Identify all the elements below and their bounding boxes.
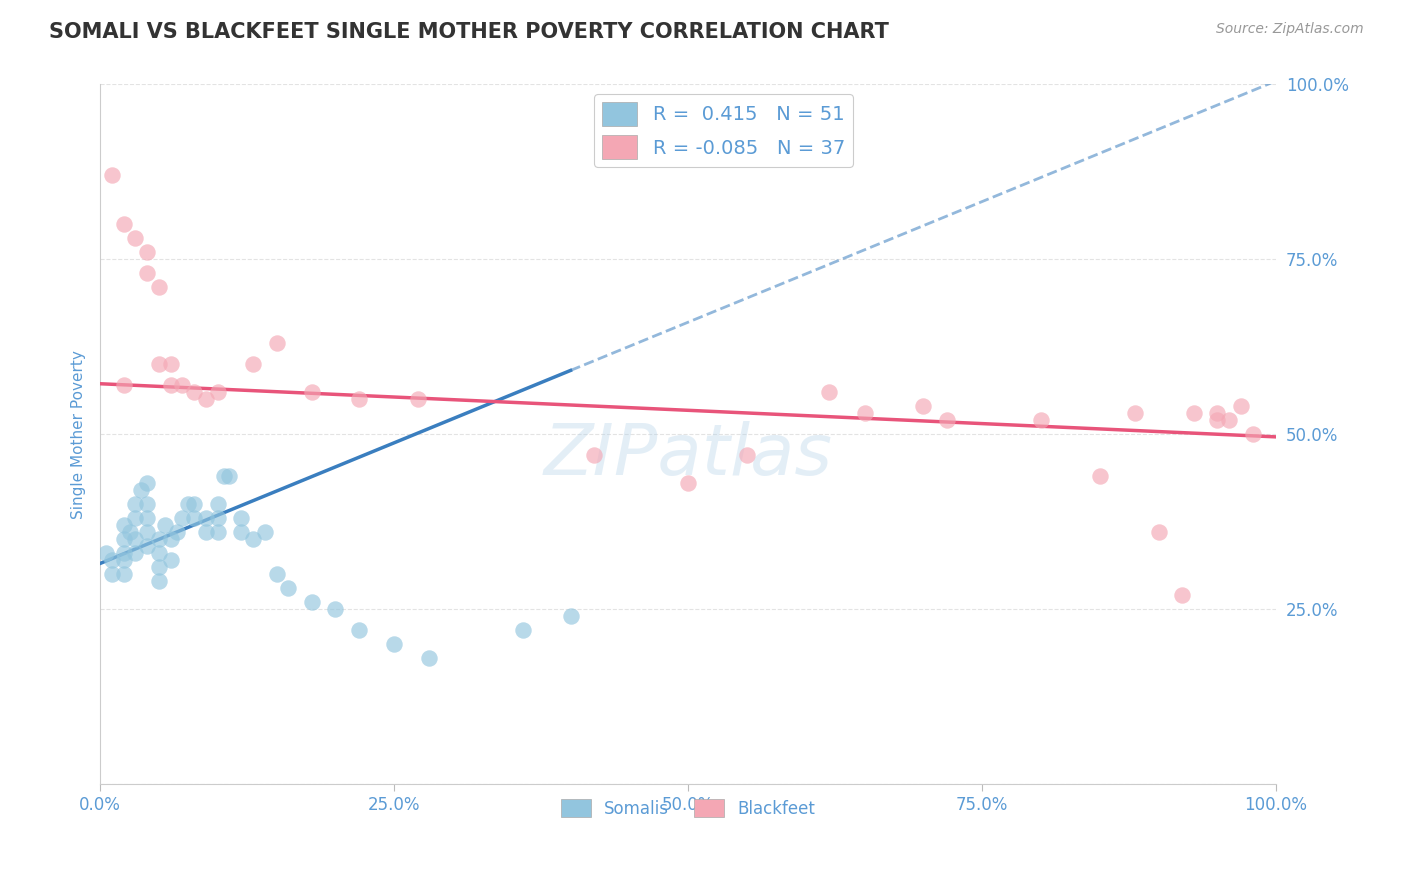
Point xyxy=(101,553,124,567)
Y-axis label: Single Mother Poverty: Single Mother Poverty xyxy=(72,350,86,518)
Point xyxy=(118,524,141,539)
Point xyxy=(253,524,276,539)
Point xyxy=(301,595,323,609)
Point xyxy=(124,546,146,560)
Point xyxy=(112,217,135,231)
Point xyxy=(347,392,370,406)
Point xyxy=(101,169,124,183)
Point xyxy=(112,566,135,581)
Point xyxy=(1241,427,1264,442)
Point xyxy=(112,553,135,567)
Point xyxy=(266,566,288,581)
Point xyxy=(1206,406,1229,420)
Point xyxy=(212,469,235,483)
Point xyxy=(148,280,170,294)
Point xyxy=(1182,406,1205,420)
Point xyxy=(166,524,188,539)
Point xyxy=(1029,413,1052,427)
Point xyxy=(124,497,146,511)
Point xyxy=(136,266,159,280)
Point xyxy=(218,469,240,483)
Point xyxy=(277,581,299,595)
Point xyxy=(136,476,159,491)
Point xyxy=(301,385,323,400)
Point xyxy=(1088,469,1111,483)
Point xyxy=(129,483,152,497)
Point xyxy=(94,546,117,560)
Point xyxy=(136,511,159,525)
Point xyxy=(194,524,217,539)
Text: ZIPatlas: ZIPatlas xyxy=(544,420,832,490)
Point xyxy=(183,511,205,525)
Point xyxy=(1147,524,1170,539)
Point xyxy=(912,399,935,413)
Point xyxy=(148,532,170,546)
Point xyxy=(159,553,181,567)
Point xyxy=(560,608,582,623)
Point xyxy=(207,511,229,525)
Point xyxy=(136,497,159,511)
Point xyxy=(101,566,124,581)
Point xyxy=(112,546,135,560)
Text: SOMALI VS BLACKFEET SINGLE MOTHER POVERTY CORRELATION CHART: SOMALI VS BLACKFEET SINGLE MOTHER POVERT… xyxy=(49,22,889,42)
Point xyxy=(177,497,200,511)
Point xyxy=(935,413,957,427)
Point xyxy=(382,637,405,651)
Point xyxy=(148,357,170,371)
Point xyxy=(853,406,876,420)
Point xyxy=(1123,406,1146,420)
Point xyxy=(153,518,176,533)
Point xyxy=(323,602,346,616)
Point xyxy=(112,518,135,533)
Point xyxy=(194,511,217,525)
Point xyxy=(159,357,181,371)
Point xyxy=(159,378,181,392)
Point xyxy=(124,231,146,245)
Point xyxy=(1230,399,1253,413)
Point xyxy=(735,448,758,462)
Point xyxy=(231,524,253,539)
Point xyxy=(207,524,229,539)
Point xyxy=(148,546,170,560)
Legend: Somalis, Blackfeet: Somalis, Blackfeet xyxy=(554,792,823,824)
Point xyxy=(124,511,146,525)
Point xyxy=(136,539,159,553)
Point xyxy=(183,385,205,400)
Point xyxy=(1171,588,1194,602)
Point xyxy=(231,511,253,525)
Point xyxy=(172,378,194,392)
Point xyxy=(347,623,370,637)
Point xyxy=(266,336,288,351)
Point xyxy=(1218,413,1240,427)
Point xyxy=(818,385,841,400)
Point xyxy=(148,560,170,574)
Point xyxy=(112,378,135,392)
Point xyxy=(512,623,534,637)
Point xyxy=(194,392,217,406)
Point xyxy=(418,651,440,665)
Point xyxy=(136,524,159,539)
Point xyxy=(583,448,606,462)
Point xyxy=(183,497,205,511)
Text: Source: ZipAtlas.com: Source: ZipAtlas.com xyxy=(1216,22,1364,37)
Point xyxy=(242,357,264,371)
Point xyxy=(406,392,429,406)
Point xyxy=(148,574,170,588)
Point xyxy=(124,532,146,546)
Point xyxy=(1206,413,1229,427)
Point xyxy=(207,385,229,400)
Point xyxy=(159,532,181,546)
Point xyxy=(207,497,229,511)
Point xyxy=(136,245,159,260)
Point xyxy=(112,532,135,546)
Point xyxy=(172,511,194,525)
Point xyxy=(676,476,699,491)
Point xyxy=(242,532,264,546)
